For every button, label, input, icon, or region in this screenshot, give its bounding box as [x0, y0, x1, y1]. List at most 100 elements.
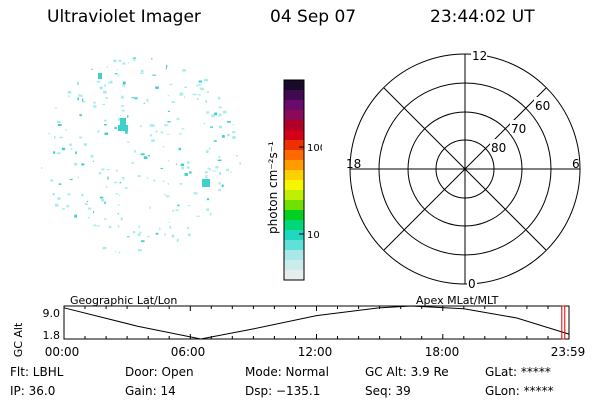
door-info: Door: Open — [125, 365, 194, 379]
xtick-label-1: 06:00 — [171, 345, 206, 359]
aurora-pixel — [212, 170, 217, 172]
aurora-pixel — [114, 126, 117, 130]
lat-label-80: 80 — [491, 141, 506, 155]
colorbar-band — [284, 240, 304, 251]
aurora-pixel — [125, 187, 128, 189]
aurora-pixel — [230, 171, 232, 173]
colorbar-band — [284, 120, 304, 131]
aurora-pixel — [125, 130, 128, 134]
filter-info: Flt: LBHL — [10, 365, 64, 379]
aurora-pixel — [122, 176, 125, 180]
aurora-pixel — [139, 125, 142, 128]
aurora-pixel — [162, 180, 165, 182]
aurora-pixel — [198, 84, 202, 86]
aurora-pixel — [204, 78, 209, 82]
aurora-pixel — [137, 175, 141, 177]
aurora-pixel — [182, 69, 186, 72]
aurora-pixel — [221, 184, 224, 187]
aurora-pixel — [127, 236, 130, 238]
aurora-pixel — [162, 146, 165, 148]
aurora-pixel — [122, 83, 125, 87]
aurora-pixel — [218, 114, 222, 117]
aurora-pixel — [219, 112, 221, 115]
aurora-pixel — [236, 155, 238, 157]
xtick-label-3: 18:00 — [425, 345, 460, 359]
aurora-pixel — [199, 87, 202, 90]
colorbar-band — [284, 260, 304, 271]
aurora-pixel — [198, 80, 202, 83]
aurora-pixel — [232, 131, 236, 134]
aurora-pixel — [214, 112, 218, 116]
aurora-pixel — [77, 176, 79, 179]
aurora-pixel — [175, 163, 178, 165]
aurora-pixel — [141, 240, 145, 243]
aurora-pixel — [105, 185, 108, 188]
aurora-pixel — [117, 204, 120, 206]
gc-alt-info: GC Alt: 3.9 Re — [365, 365, 449, 379]
aurora-pixel — [93, 211, 94, 214]
aurora-pixel — [67, 90, 72, 94]
aurora-pixel — [138, 248, 142, 252]
aurora-pixel — [175, 209, 179, 211]
aurora-pixel — [121, 109, 125, 112]
aurora-pixel — [134, 150, 137, 153]
aurora-pixel — [132, 231, 136, 234]
ytick-label-top: 9.0 — [43, 307, 61, 320]
colorbar-frame — [283, 79, 305, 281]
aurora-pixel — [120, 105, 124, 107]
aurora-pixel — [101, 198, 105, 202]
aurora-pixel — [102, 246, 107, 250]
aurora-pixel — [118, 59, 122, 62]
aurora-pixel — [222, 110, 227, 114]
aurora-pixel — [79, 136, 82, 139]
aurora-pixel — [138, 225, 140, 228]
aurora-pixel — [150, 124, 155, 127]
aurora-pixel — [181, 166, 184, 170]
aurora-pixel — [197, 94, 201, 96]
aurora-pixel — [103, 119, 107, 122]
aurora-pixel — [127, 141, 130, 143]
aurora-pixel — [124, 86, 126, 88]
ytick-label-bottom: 1.8 — [43, 329, 61, 342]
aurora-pixel — [205, 100, 207, 103]
colorbar-band — [284, 200, 304, 211]
aurora-pixel — [215, 166, 219, 169]
aurora-pixel — [131, 162, 134, 164]
aurora-pixel — [178, 147, 181, 151]
aurora-pixel — [57, 124, 62, 126]
aurora-pixel — [200, 87, 204, 91]
dsp-info: Dsp: −135.1 — [245, 384, 321, 398]
aurora-pixel — [107, 176, 109, 180]
aurora-pixel — [222, 135, 225, 138]
aurora-pixel — [59, 136, 63, 139]
aurora-pixel — [84, 203, 88, 206]
aurora-pixel — [167, 133, 170, 135]
aurora-pixel — [96, 80, 101, 83]
aurora-pixel — [165, 67, 167, 70]
aurora-pixel — [99, 86, 103, 90]
chart-title-right: Apex MLat/MLT — [416, 294, 499, 307]
aurora-pixel — [143, 153, 145, 156]
aurora-pixel — [160, 131, 164, 134]
aurora-pixel — [81, 193, 84, 196]
aurora-pixel — [155, 86, 159, 89]
colorbar-band — [284, 110, 304, 121]
aurora-pixel — [179, 183, 183, 185]
aurora-pixel — [206, 91, 210, 94]
aurora-pixel — [232, 136, 236, 139]
aurora-pixel — [103, 90, 107, 94]
aurora-bright-patch — [118, 125, 128, 131]
aurora-pixel — [127, 115, 129, 118]
colorbar-tick-label-10: 10 — [307, 230, 320, 241]
aurora-pixel — [213, 140, 217, 142]
aurora-pixel — [53, 151, 56, 154]
aurora-pixel — [56, 120, 61, 123]
aurora-pixel — [115, 193, 119, 195]
aurora-pixel — [205, 175, 208, 178]
aurora-pixel — [119, 181, 122, 184]
aurora-pixel — [93, 224, 96, 227]
polar-grid: 12 6 0 18 60 70 80 — [346, 48, 581, 291]
aurora-pixel — [120, 114, 121, 116]
aurora-pixel — [74, 214, 77, 218]
aurora-image — [41, 57, 241, 254]
